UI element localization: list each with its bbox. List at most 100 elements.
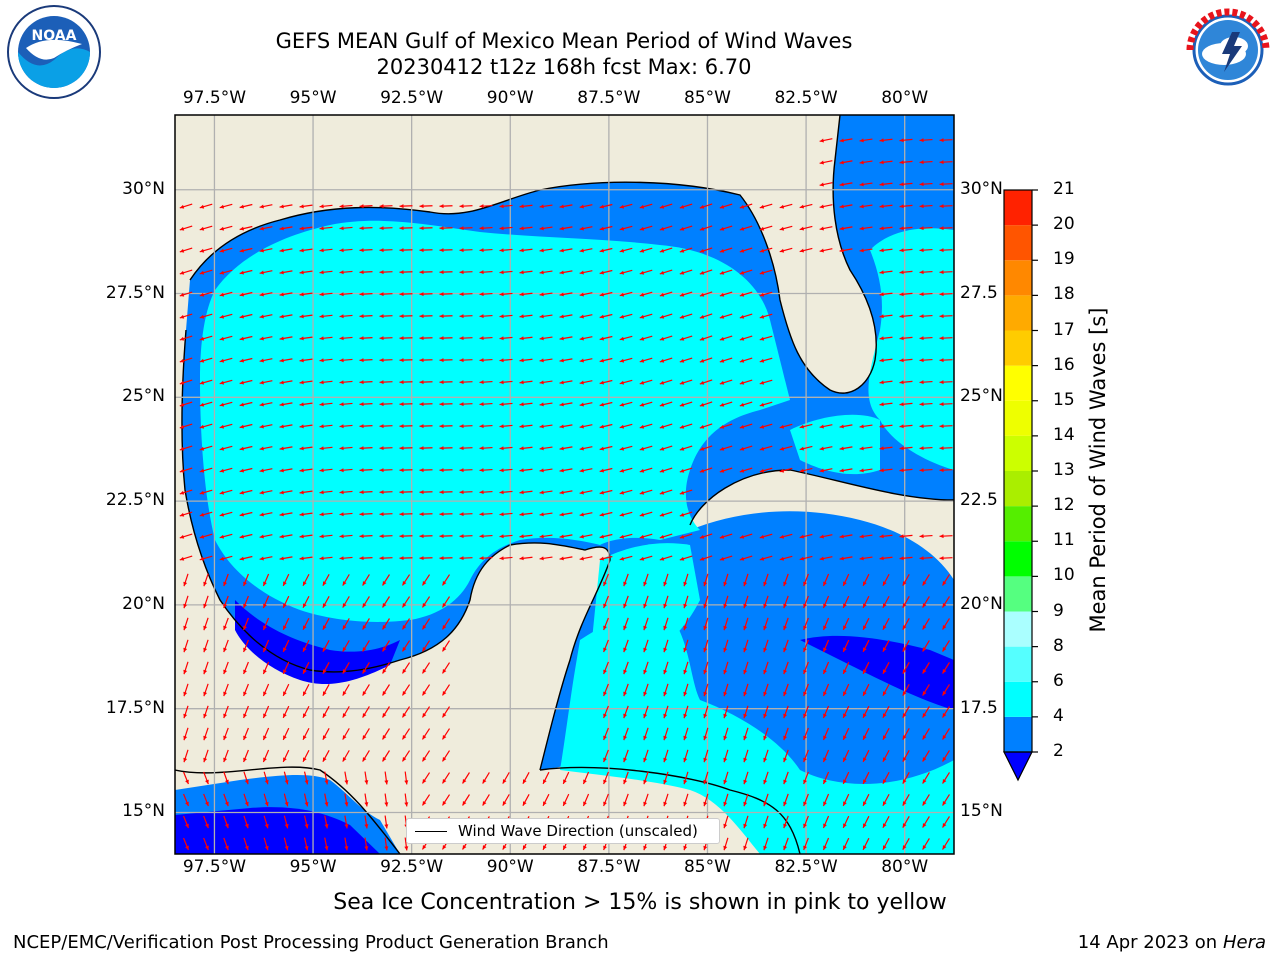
wave-arrow [619,533,633,539]
wave-arrow [803,639,809,653]
wave-arrow [399,534,413,539]
wave-arrow [659,313,673,319]
wave-arrow [439,424,453,429]
wave-arrow [539,336,553,341]
wave-arrow [219,467,233,473]
wave-arrow [399,270,413,275]
wave-arrow [879,314,893,319]
wave-arrow [882,815,890,829]
wave-arrow [763,573,769,587]
wave-arrow [699,313,713,319]
caribbean-inner [560,613,954,854]
wave-arrow [239,269,253,275]
wave-arrow [619,401,633,407]
wave-arrow [939,182,953,187]
wave-arrow [179,445,193,451]
wave-arrow [359,424,373,429]
wave-arrow [899,138,913,143]
wave-arrow [739,291,753,297]
wave-arrow [603,705,609,719]
wave-arrow [519,270,533,275]
wave-arrow [639,423,653,429]
wave-arrow [243,793,249,807]
wave-arrow [324,793,329,807]
wave-arrow [459,402,473,407]
wave-arrow [299,534,313,539]
wave-arrow [203,815,209,829]
wave-arrow [822,815,830,829]
wave-arrow [324,815,329,829]
wave-arrow [743,727,749,741]
wave-arrow [441,684,451,696]
wave-arrow [319,556,333,561]
colorbar-title: Mean Period of Wind Waves [s] [1086,307,1110,633]
wave-arrow [739,357,753,363]
wave-arrow [359,534,373,539]
wave-arrow [822,683,830,697]
wave-arrow [819,204,833,209]
wave-arrow [299,226,313,231]
wave-arrow [922,706,930,718]
wave-arrow [542,771,550,785]
wave-arrow [399,336,413,341]
wave-arrow [902,772,910,784]
wave-arrow [379,446,393,451]
wave-arrow [282,639,290,653]
wave-arrow [219,423,233,429]
wave-arrow [499,534,513,539]
wave-arrow [439,556,453,561]
wave-arrow [539,424,553,429]
wave-arrow [902,794,910,806]
wave-arrow [703,595,709,609]
wave-arrow [283,837,289,851]
wave-arrow [819,468,833,473]
wave-arrow [519,292,533,297]
colorbar-tick-label: 16 [1053,354,1075,375]
wave-arrow [399,248,413,253]
wave-arrow [879,556,893,561]
wave-arrow [919,248,933,253]
colorbar-tick-label: 12 [1053,495,1075,516]
bay-campeche-low [235,600,400,685]
wave-arrow [639,489,653,495]
wave-arrow [603,771,609,785]
wave-arrow [659,335,673,341]
wave-arrow [879,204,893,209]
wave-arrow [683,683,689,697]
wave-arrow [303,837,309,851]
wave-arrow [223,815,229,829]
wave-arrow [723,793,729,807]
wave-arrow [342,706,350,718]
wave-arrow [364,815,369,829]
wave-arrow [723,727,729,741]
wave-arrow [243,617,249,631]
wave-arrow [539,226,553,231]
straits-band [790,414,880,475]
wave-arrow [439,336,453,341]
wave-arrow [699,203,713,209]
wave-arrow [419,556,433,561]
wave-arrow [703,683,709,697]
wave-arrow [179,357,193,363]
lon-tick-top: 90°W [486,88,534,108]
wave-arrow [599,225,613,231]
wave-arrow [382,662,390,674]
wave-arrow [882,661,890,675]
wave-arrow [183,683,189,697]
wave-arrow [899,446,913,451]
wave-arrow [763,815,769,829]
wave-arrow [603,793,609,807]
wave-arrow [719,445,733,451]
wave-arrow [299,490,313,495]
wave-arrow [342,618,350,630]
wave-arrow [803,595,809,609]
wave-arrow [659,291,673,297]
map-legend: Wind Wave Direction (unscaled) [406,818,720,844]
wave-arrow [603,749,609,763]
wave-arrow [302,705,310,719]
wave-arrow [919,358,933,363]
wave-arrow [439,358,453,363]
wave-arrow [862,749,870,763]
lat-tick-right: 17.5 [960,697,998,718]
wave-arrow [639,291,653,297]
